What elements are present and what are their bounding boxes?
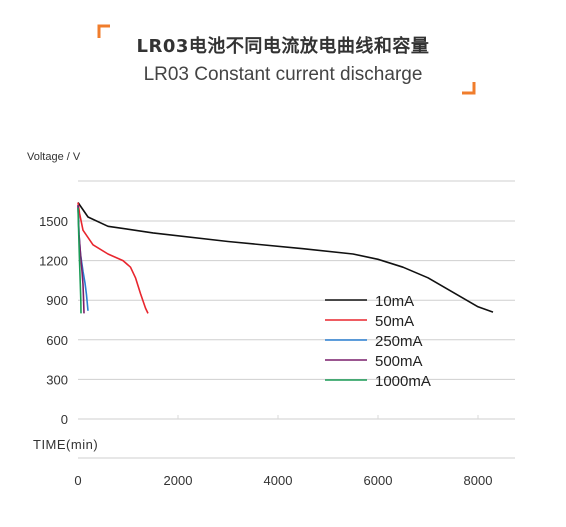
y-tick-label: 0 (61, 412, 68, 427)
series-line-1000mA (77, 207, 82, 314)
x-tick-label: 4000 (264, 473, 293, 488)
legend-label-250mA: 250mA (375, 333, 423, 350)
series-line-50mA (77, 202, 149, 314)
x-tick-label: 2000 (164, 473, 193, 488)
y-axis-label: Voltage / V (27, 151, 81, 163)
y-tick-label: 1200 (39, 254, 68, 269)
x-axis-label: TIME(min) (33, 437, 98, 452)
y-tick-label: 600 (46, 333, 68, 348)
x-tick-label: 0 (74, 473, 81, 488)
chart-title-chinese: LR03电池不同电流放电曲线和容量 (136, 36, 430, 57)
series-line-10mA (77, 202, 494, 313)
legend-label-50mA: 50mA (375, 313, 414, 330)
x-tick-label: 8000 (464, 473, 493, 488)
x-tick-label: 6000 (364, 473, 393, 488)
legend-label-500mA: 500mA (375, 353, 423, 370)
y-tick-label: 1500 (39, 214, 68, 229)
y-tick-label: 300 (46, 372, 68, 387)
legend-label-1000mA: 1000mA (375, 373, 431, 390)
legend-label-10mA: 10mA (375, 293, 414, 310)
y-tick-label: 900 (46, 293, 68, 308)
chart-title-english: LR03 Constant current discharge (143, 64, 423, 85)
